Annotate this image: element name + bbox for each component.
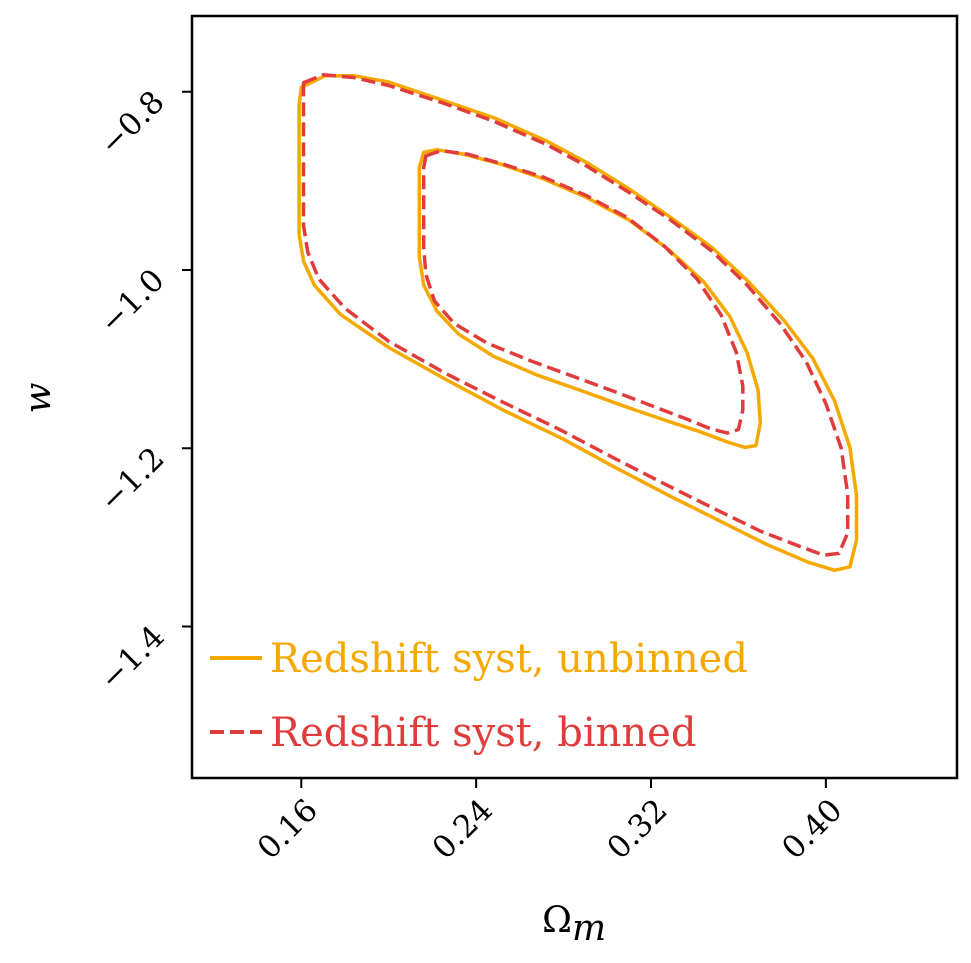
y-tick-label: −1.4 (93, 619, 172, 698)
y-axis-ticks: −0.8 −1.0 −1.2 −1.4 (93, 84, 192, 697)
y-axis-label: w (18, 382, 59, 413)
legend: Redshift syst, unbinned Redshift syst, bi… (210, 636, 748, 756)
plot-area (190, 14, 959, 780)
y-tick-label: −0.8 (93, 84, 172, 163)
y-tick-label: −1.2 (93, 440, 172, 519)
y-tick-label: −1.0 (93, 262, 172, 341)
legend-label-unbinned: Redshift syst, unbinned (270, 636, 748, 682)
x-tick-label: 0.32 (600, 792, 674, 866)
x-tick-label: 0.16 (251, 792, 325, 866)
x-axis-label: Ω (542, 900, 572, 941)
x-tick-label: 0.24 (426, 792, 500, 866)
x-axis-ticks: 0.16 0.24 0.32 0.40 (251, 778, 850, 866)
contours-layer (297, 73, 859, 573)
contour-unbinned-outer (297, 73, 859, 573)
x-axis-label-main: Ω (542, 900, 572, 941)
legend-label-binned: Redshift syst, binned (270, 710, 696, 756)
x-axis-label-subscript: m (572, 908, 606, 949)
x-tick-label: 0.40 (775, 792, 849, 866)
contour-binned-outer (301, 73, 850, 557)
contour-binned-inner (421, 148, 745, 435)
